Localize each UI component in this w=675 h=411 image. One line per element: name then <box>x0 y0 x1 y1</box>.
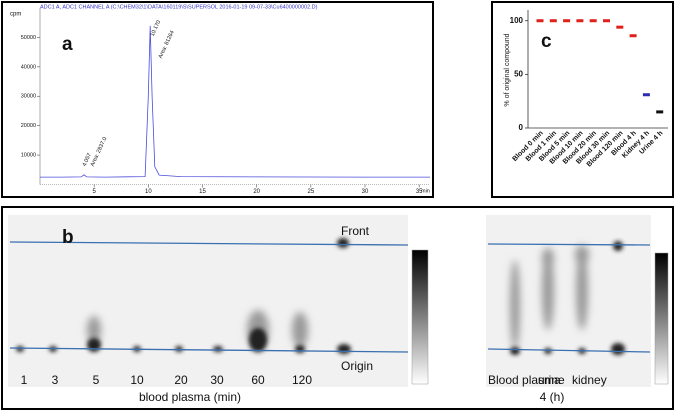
x-tick-label: 20 <box>253 189 260 195</box>
front-label: Front <box>341 224 370 238</box>
data-point <box>603 19 610 23</box>
lane-label: 20 <box>174 373 188 387</box>
y-tick-label: 50000 <box>21 35 36 41</box>
data-point <box>576 19 584 23</box>
data-point <box>616 25 624 29</box>
organ-caption: 4 (h) <box>540 390 565 404</box>
scale-bar <box>654 252 669 385</box>
data-point <box>642 93 650 97</box>
tlc-plates <box>8 215 669 387</box>
data-point <box>589 19 597 23</box>
lane-label: Blood plasma <box>488 373 561 387</box>
y-tick-label: 50 <box>514 69 523 78</box>
x-tick-label: 25 <box>307 189 314 195</box>
lane-label: 120 <box>292 373 312 387</box>
y-tick-label: 30000 <box>21 94 36 100</box>
data-point <box>629 34 637 38</box>
data-point <box>536 19 544 23</box>
chart-header: ADC1 A, ADC1 CHANNEL A (C:\CHEM32\1\DATA… <box>40 4 318 10</box>
x-tick-label: 35 <box>416 189 423 195</box>
lane-label: 5 <box>93 373 100 387</box>
panel-label: c <box>541 31 552 52</box>
lane-label: 60 <box>251 373 265 387</box>
panel-c-frame <box>491 1 674 198</box>
lane-label: 10 <box>130 373 144 387</box>
lane-label: 1 <box>21 373 28 387</box>
lane-label: 3 <box>52 373 59 387</box>
data-point <box>656 110 664 114</box>
lane-label: kidney <box>572 373 607 387</box>
data-point <box>549 19 557 23</box>
scale-bar <box>411 249 429 385</box>
peak-annotation: 4.057 <box>82 152 93 167</box>
x-tick-label: 15 <box>199 189 206 195</box>
panel-label: a <box>62 34 73 55</box>
x-unit: min <box>421 188 430 194</box>
y-tick-label: 40000 <box>21 64 36 70</box>
panel-label: b <box>62 227 74 248</box>
x-tick-label: 10 <box>145 189 152 195</box>
origin-label: Origin <box>341 359 373 373</box>
y-tick-label: 10000 <box>21 153 36 159</box>
lanes-caption: blood plasma (min) <box>139 390 241 404</box>
data-point <box>563 19 571 23</box>
x-tick-label: 30 <box>362 189 369 195</box>
lane-label: urine <box>538 373 565 387</box>
panel-a-frame <box>1 1 434 198</box>
x-tick-label: 5 <box>92 189 96 195</box>
y-axis-label: % of original compound <box>504 33 511 106</box>
chromatogram-line <box>40 25 430 178</box>
lane-label: 30 <box>210 373 224 387</box>
y-unit: cpm <box>10 12 21 18</box>
y-tick-label: 0 <box>519 123 524 132</box>
y-tick-label: 20000 <box>21 123 36 129</box>
y-tick-label: 100 <box>510 16 524 25</box>
